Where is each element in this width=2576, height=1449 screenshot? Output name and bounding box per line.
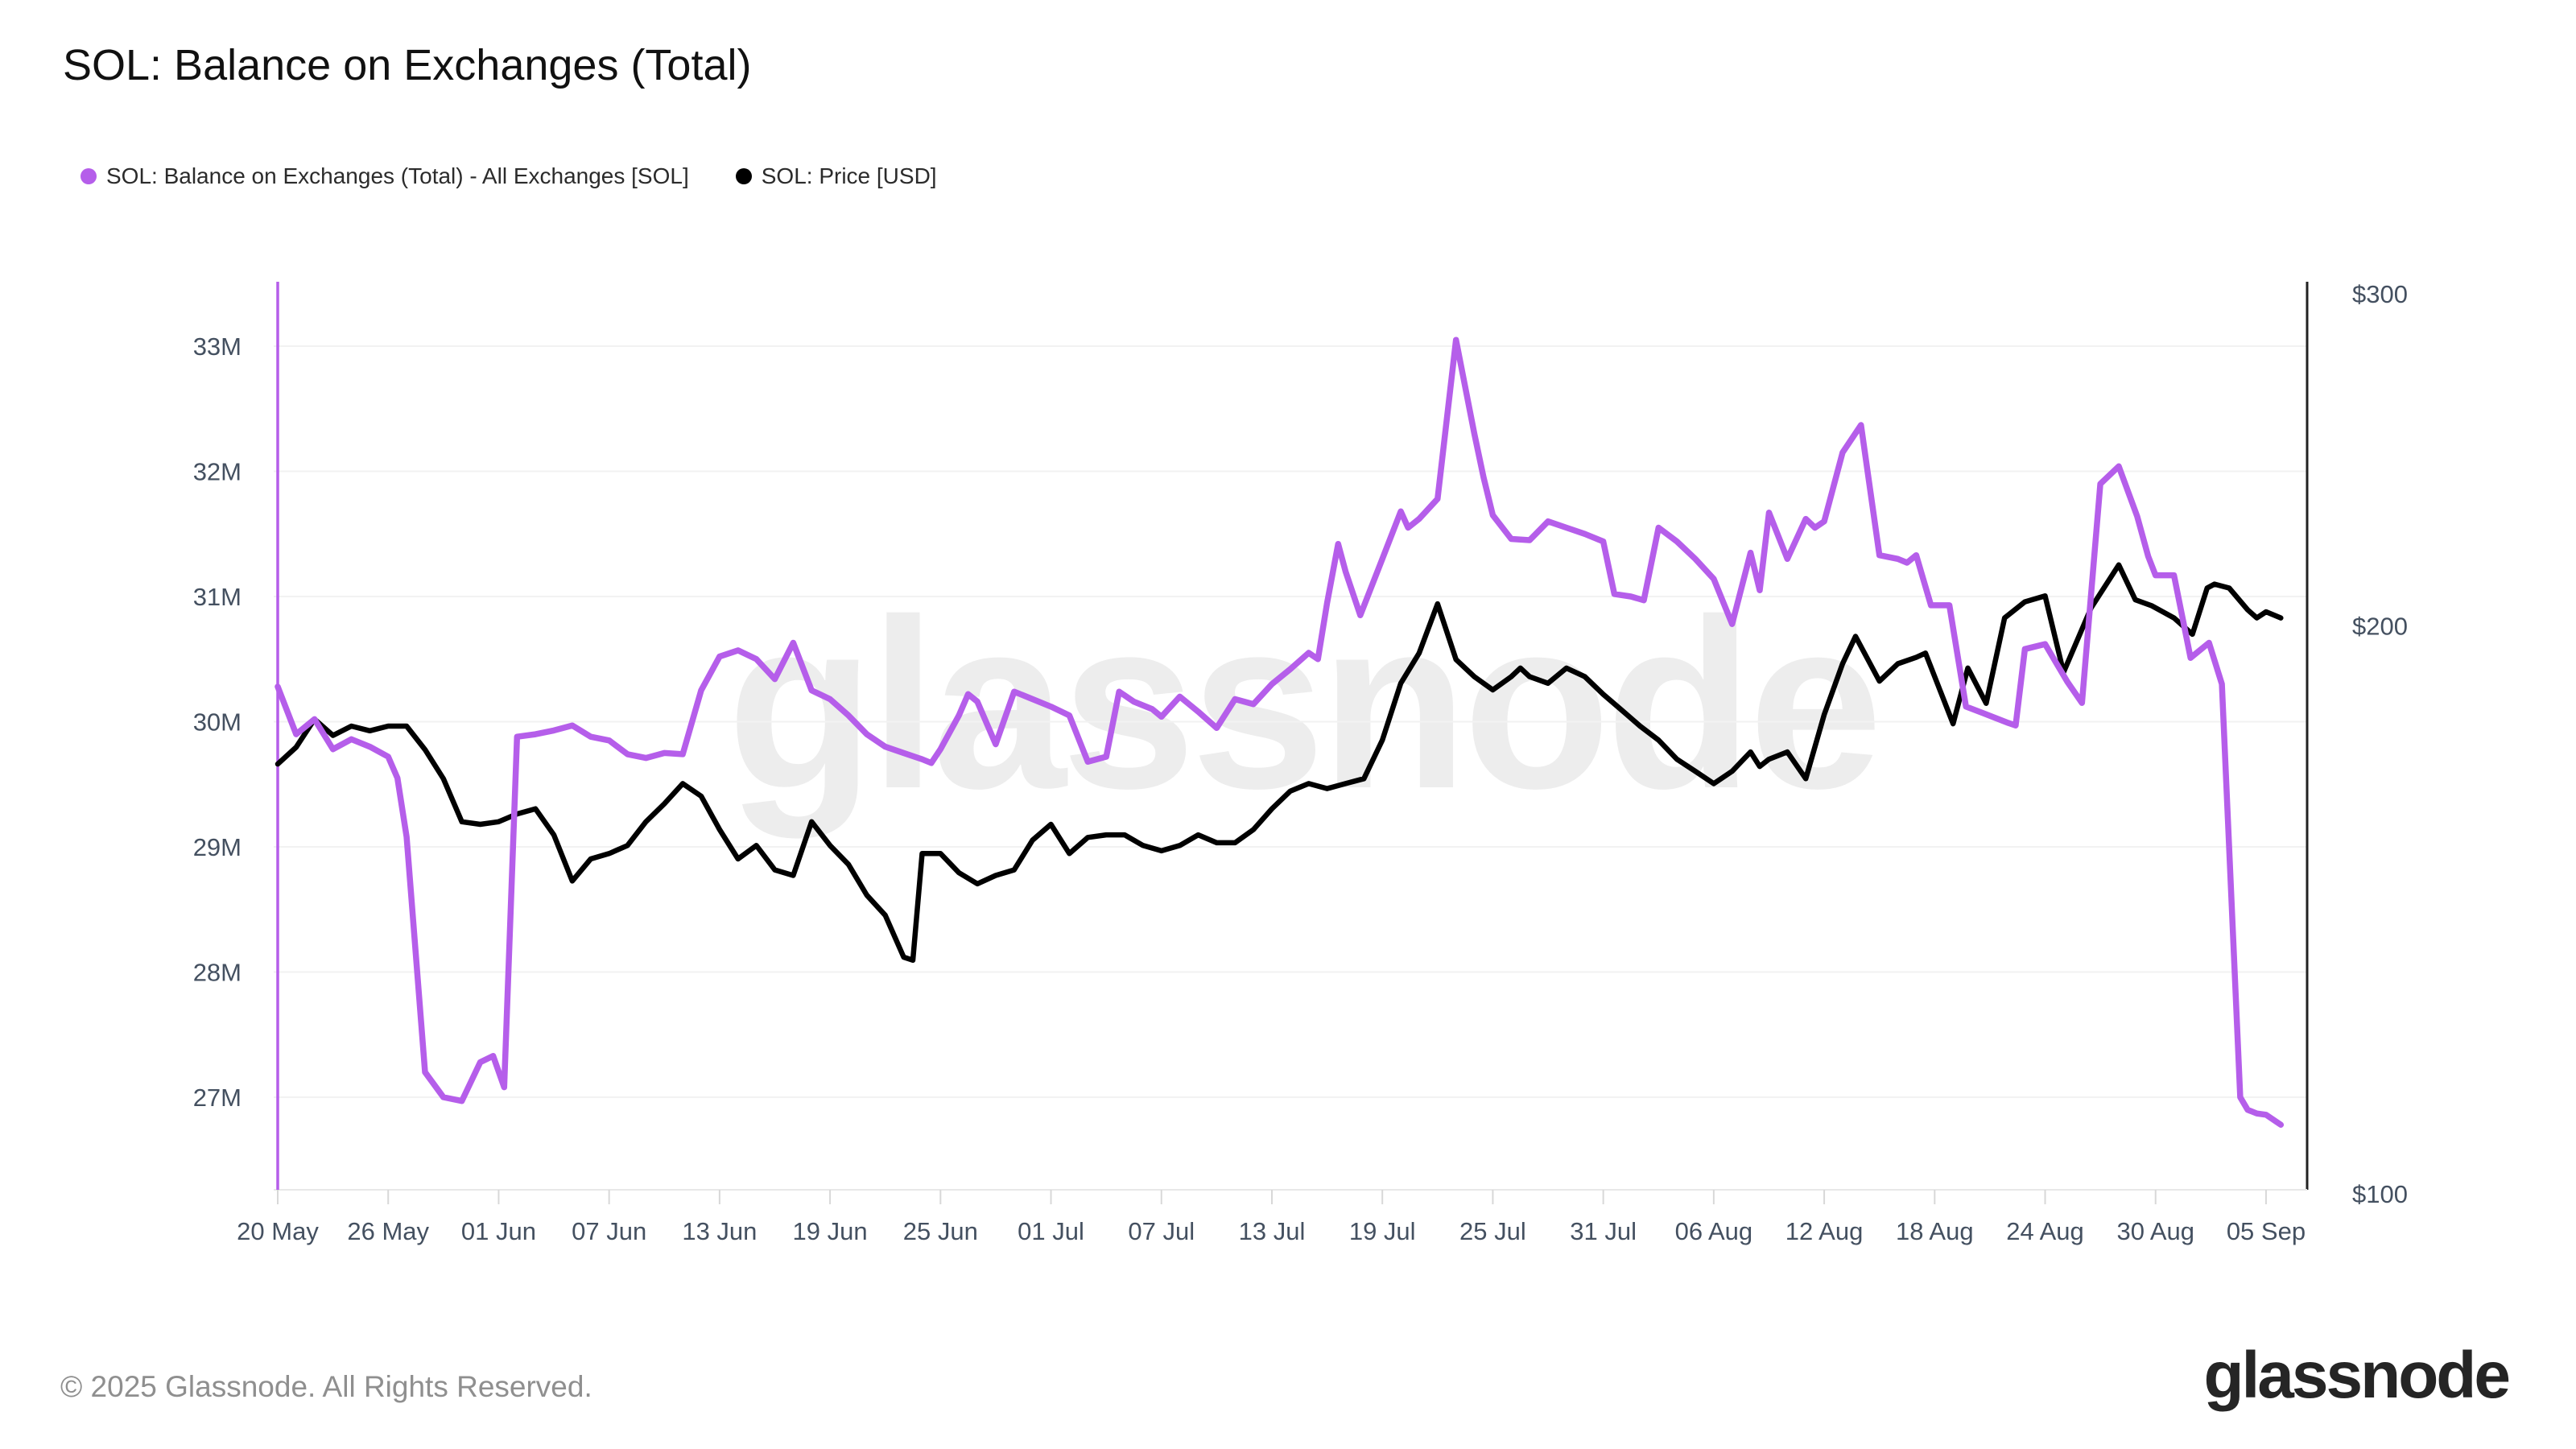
x-axis-tick-label: 07 Jun	[572, 1217, 646, 1245]
x-axis-tick-label: 19 Jun	[793, 1217, 868, 1245]
legend-item-label: SOL: Balance on Exchanges (Total) - All …	[106, 163, 689, 188]
x-axis-tick-label: 01 Jun	[461, 1217, 536, 1245]
legend-item-price[interactable]: SOL: Price [USD]	[735, 163, 937, 189]
x-axis-tick-label: 13 Jun	[682, 1217, 757, 1245]
x-axis-tick-label: 26 May	[347, 1217, 429, 1245]
x-axis-tick-label: 06 Aug	[1675, 1217, 1753, 1245]
left-axis-tick-label: 29M	[193, 833, 242, 861]
left-axis-tick-label: 30M	[193, 708, 242, 737]
left-axis-tick-label: 27M	[193, 1084, 242, 1112]
legend-item-balance[interactable]: SOL: Balance on Exchanges (Total) - All …	[80, 163, 689, 189]
x-axis-tick-label: 19 Jul	[1349, 1217, 1416, 1245]
x-axis-tick-label: 25 Jul	[1459, 1217, 1526, 1245]
legend-item-label: SOL: Price [USD]	[761, 163, 937, 188]
x-axis-tick-label: 05 Sep	[2227, 1217, 2306, 1245]
legend: SOL: Balance on Exchanges (Total) - All …	[80, 163, 937, 189]
x-axis-tick-label: 13 Jul	[1239, 1217, 1306, 1245]
x-axis-tick-label: 24 Aug	[2006, 1217, 2084, 1245]
page-title: SOL: Balance on Exchanges (Total)	[63, 41, 752, 89]
x-axis-tick-label: 30 Aug	[2116, 1217, 2194, 1245]
x-axis-tick-label: 20 May	[237, 1217, 319, 1245]
balance-series-line	[275, 336, 2285, 1128]
price-series-swatch-icon	[735, 168, 752, 184]
glassnode-watermark: glassnode	[727, 568, 1878, 840]
price-series-line	[275, 562, 2284, 964]
right-axis-tick-label: $200	[2352, 613, 2408, 641]
x-axis-tick-label: 31 Jul	[1570, 1217, 1637, 1245]
x-axis-tick-label: 07 Jul	[1128, 1217, 1195, 1245]
x-axis-tick-label: 12 Aug	[1785, 1217, 1864, 1245]
left-axis-tick-label: 28M	[193, 959, 242, 987]
right-axis-tick-label: $300	[2352, 280, 2408, 308]
x-axis-tick-label: 25 Jun	[903, 1217, 978, 1245]
x-axis-tick-label: 18 Aug	[1896, 1217, 1974, 1245]
right-axis-tick-label: $100	[2352, 1180, 2408, 1208]
glassnode-logo[interactable]: glassnode	[2203, 1339, 2511, 1412]
balance-series-swatch-icon	[80, 168, 97, 184]
copyright-text: © 2025 Glassnode. All Rights Reserved.	[60, 1370, 592, 1403]
left-axis-tick-label: 31M	[193, 583, 242, 611]
x-axis-tick-label: 01 Jul	[1018, 1217, 1084, 1245]
left-axis-tick-label: 32M	[193, 458, 242, 486]
left-axis-tick-label: 33M	[193, 332, 242, 361]
